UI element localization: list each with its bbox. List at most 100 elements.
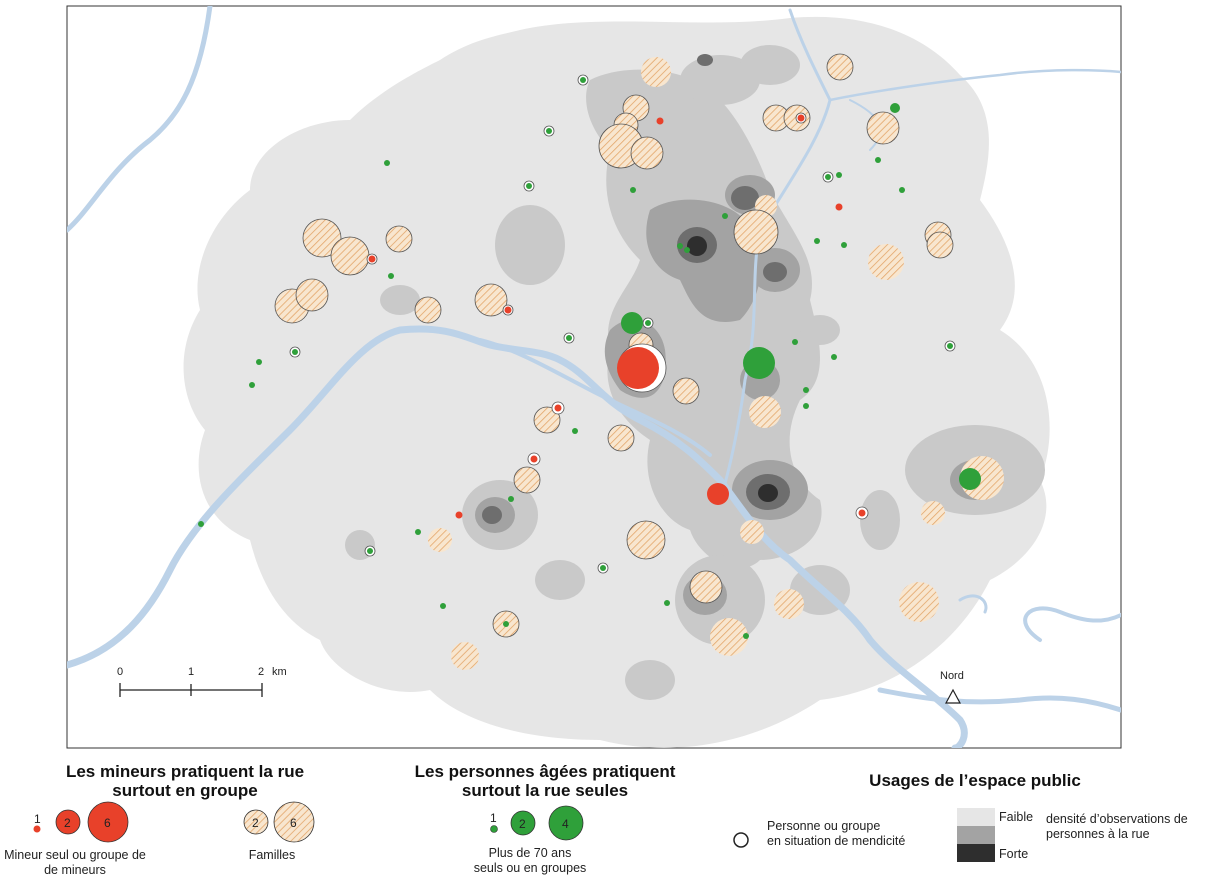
family-marker	[607, 424, 635, 452]
family-marker	[385, 225, 413, 253]
family-marker	[630, 136, 664, 170]
elderly-marker	[836, 172, 842, 178]
elderly-marker	[677, 243, 683, 249]
legend-family-2	[243, 809, 269, 835]
minor-marker	[617, 347, 659, 389]
elderly-marker	[198, 521, 204, 527]
legend-density-mid	[957, 826, 995, 844]
legend-elderly-2	[510, 810, 536, 836]
minor-marker	[368, 255, 376, 263]
elderly-marker	[600, 565, 606, 571]
elderly-title-line1: Les personnes âgées pratiquent	[414, 762, 676, 781]
family-marker	[921, 501, 945, 525]
minor-marker	[797, 114, 805, 122]
minor-size-1-label: 1	[34, 812, 41, 826]
minor-size-6-label: 6	[104, 816, 111, 830]
elderly-size-2-label: 2	[519, 817, 526, 831]
elderly-marker	[792, 339, 798, 345]
elderly-marker	[684, 247, 690, 253]
seine-branch	[478, 338, 712, 457]
elderly-marker	[630, 187, 636, 193]
elderly-marker	[875, 157, 881, 163]
minor-marker	[554, 404, 562, 412]
elderly-marker	[256, 359, 262, 365]
density-low-label: Faible	[999, 810, 1034, 824]
elderly-marker	[580, 77, 586, 83]
scale-tick-0: 0	[117, 666, 123, 678]
family-marker	[733, 209, 779, 255]
family-marker	[740, 520, 764, 544]
family-marker	[672, 377, 700, 405]
legend-elderly-1	[490, 825, 498, 833]
elderly-marker	[572, 428, 578, 434]
river-east-loop-2	[958, 594, 988, 614]
elderly-marker	[959, 468, 981, 490]
scale-tick-2: 2	[258, 666, 264, 678]
elderly-marker	[841, 242, 847, 248]
elderly-marker	[367, 548, 373, 554]
minor-size-2-label: 2	[64, 816, 71, 830]
family-size-2-label: 2	[252, 816, 259, 830]
families-caption: Familles	[248, 848, 296, 862]
elderly-marker	[899, 187, 905, 193]
density-caption-line2: personnes à la rue	[1046, 827, 1150, 841]
minors-title-line1: Les mineurs pratiquent la rue	[65, 762, 305, 781]
legend-density-high	[957, 844, 995, 862]
begging-caption: Personne ou groupe en situation de mendi…	[767, 819, 947, 849]
family-marker	[626, 520, 666, 560]
elderly-marker	[249, 382, 255, 388]
legend-family-6	[273, 801, 315, 843]
family-marker	[641, 57, 671, 87]
elderly-marker	[825, 174, 831, 180]
family-marker	[710, 618, 748, 656]
elderly-marker	[743, 633, 749, 639]
minor-marker	[455, 511, 463, 519]
elderly-marker	[508, 496, 514, 502]
legend-elderly-4	[548, 805, 584, 841]
minor-marker	[504, 306, 512, 314]
elderly-marker	[803, 387, 809, 393]
elderly-marker	[814, 238, 820, 244]
density-area-peak	[687, 236, 778, 502]
legend-density-low	[957, 808, 995, 826]
scale-bar	[119, 683, 263, 697]
elderly-caption: Plus de 70 ans seuls ou en groupes	[455, 846, 605, 876]
family-marker	[474, 283, 508, 317]
elderly-marker	[440, 603, 446, 609]
elderly-marker	[388, 273, 394, 279]
family-marker	[866, 111, 900, 145]
minor-markers	[368, 114, 866, 519]
family-marker	[826, 53, 854, 81]
scale-tick-1: 1	[188, 666, 194, 678]
elderly-marker	[292, 349, 298, 355]
family-marker	[295, 278, 329, 312]
family-marker	[302, 218, 342, 258]
minors-title-line2: surtout en groupe	[112, 781, 258, 800]
usages-legend-title: Usages de l’espace public	[869, 771, 1081, 790]
minors-caption-line2: de mineurs	[44, 863, 106, 877]
family-marker	[926, 231, 954, 259]
minors-caption: Mineur seul ou groupe de de mineurs	[0, 848, 150, 878]
family-marker	[513, 466, 541, 494]
north-label: Nord	[940, 670, 964, 682]
begging-caption-line1: Personne ou groupe	[767, 819, 881, 833]
elderly-marker	[890, 103, 900, 113]
elderly-marker	[803, 403, 809, 409]
legend-minor-1	[33, 825, 41, 833]
minors-legend-title: Les mineurs pratiquent la rue surtout en…	[20, 762, 350, 800]
minor-marker	[707, 483, 729, 505]
elderly-marker	[503, 621, 509, 627]
elderly-caption-line2: seuls ou en groupes	[473, 861, 587, 875]
family-size-6-label: 6	[290, 816, 297, 830]
family-marker	[689, 570, 723, 604]
elderly-marker	[831, 354, 837, 360]
elderly-marker	[645, 320, 651, 326]
density-area-high	[482, 54, 790, 524]
elderly-marker	[566, 335, 572, 341]
family-marker	[899, 582, 939, 622]
elderly-marker	[546, 128, 552, 134]
elderly-marker	[743, 347, 775, 379]
elderly-marker	[664, 600, 670, 606]
family-marker	[428, 528, 452, 552]
